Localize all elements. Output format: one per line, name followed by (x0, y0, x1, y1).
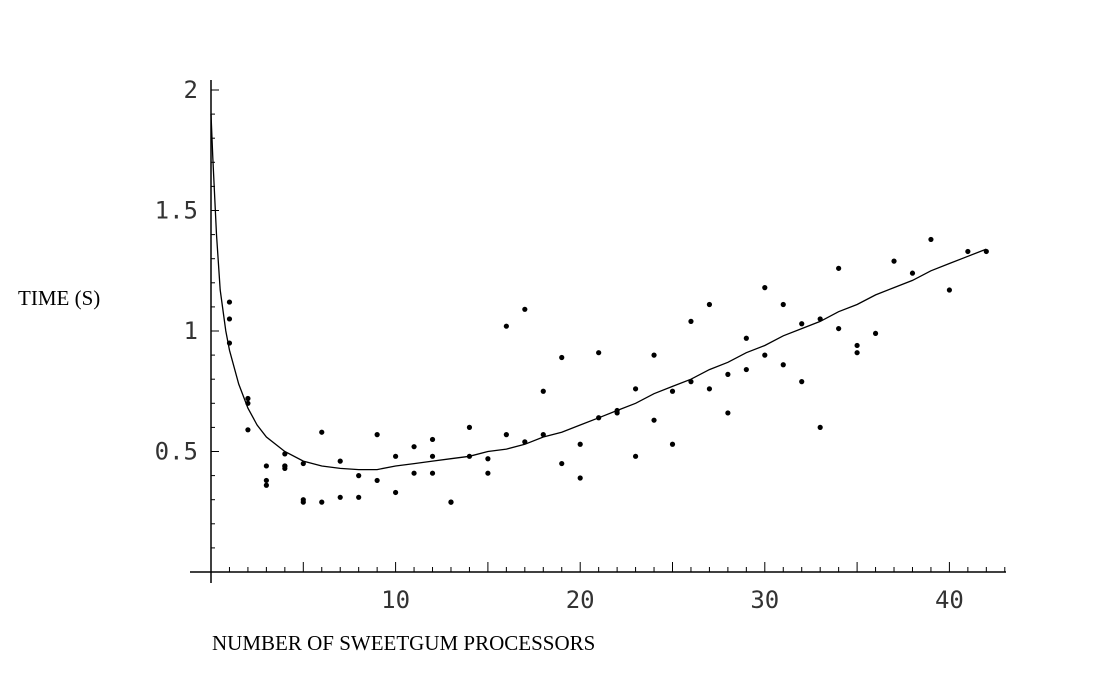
data-point (374, 432, 380, 438)
data-point (319, 499, 325, 505)
y-axis-title: TIME (S) (18, 286, 100, 310)
data-point (669, 388, 676, 394)
data-point (337, 494, 343, 500)
data-point (522, 306, 528, 312)
x-tick-label: 20 (566, 586, 595, 614)
data-point (448, 499, 454, 505)
data-point (559, 354, 565, 361)
data-point (872, 330, 879, 337)
data-point (466, 424, 473, 430)
data-point (411, 444, 417, 450)
data-point (706, 301, 713, 308)
data-point (632, 386, 639, 392)
data-point (226, 299, 233, 305)
data-point (743, 335, 749, 341)
data-point (263, 482, 269, 488)
data-point (632, 453, 639, 459)
data-point (614, 410, 620, 416)
data-point (780, 362, 786, 368)
data-point (226, 316, 233, 322)
data-point (596, 350, 602, 356)
data-point (762, 352, 768, 358)
data-point (596, 415, 602, 421)
y-tick-label: 1 (184, 317, 198, 345)
x-tick-label: 30 (750, 586, 779, 614)
data-point (245, 400, 251, 406)
data-point (688, 318, 694, 324)
data-point (263, 463, 269, 469)
data-point (725, 410, 731, 416)
data-point (485, 456, 491, 462)
data-point (706, 386, 713, 392)
data-point (983, 248, 989, 255)
data-point (540, 432, 546, 438)
data-point (429, 436, 436, 443)
data-point (836, 265, 842, 271)
data-point (282, 463, 288, 469)
data-point (245, 427, 251, 433)
data-point (540, 388, 546, 394)
data-point (356, 473, 362, 479)
data-point (836, 325, 842, 332)
data-point (817, 424, 823, 430)
data-point (300, 499, 306, 505)
axis-ticks: 10 20 30 40 0.5 1 1.5 2 (155, 76, 1006, 614)
data-point (725, 371, 731, 377)
data-point (263, 477, 269, 484)
data-points (226, 236, 989, 505)
data-point (319, 429, 325, 435)
y-tick-label: 0.5 (155, 438, 198, 466)
x-axis-title: NUMBER OF SWEETGUM PROCESSORS (212, 631, 595, 655)
data-point (337, 458, 343, 464)
data-point (965, 248, 971, 255)
data-point (226, 340, 233, 346)
data-point (245, 395, 251, 402)
x-tick-label: 10 (381, 586, 410, 614)
data-point (688, 379, 694, 385)
data-point (799, 321, 805, 327)
data-point (891, 258, 897, 264)
data-point (503, 432, 509, 438)
data-point (780, 301, 786, 308)
data-point (282, 451, 288, 457)
x-tick-label: 40 (935, 586, 964, 614)
data-point (374, 477, 380, 484)
axes (190, 80, 1006, 583)
y-tick-label: 1.5 (155, 197, 198, 225)
data-point (577, 475, 583, 481)
y-tick-label: 2 (184, 76, 198, 104)
data-point (429, 453, 436, 459)
data-point (393, 453, 399, 459)
data-point (577, 441, 583, 447)
data-point (854, 350, 860, 356)
data-point (429, 470, 436, 476)
data-point (743, 366, 749, 373)
data-point (411, 470, 417, 476)
data-point (762, 285, 768, 291)
data-point (485, 470, 491, 476)
data-point (946, 287, 953, 293)
data-point (909, 270, 916, 276)
data-point (799, 379, 805, 385)
data-point (651, 352, 657, 358)
data-point (466, 453, 473, 459)
data-point (503, 323, 509, 329)
data-point (559, 460, 565, 467)
data-point (928, 236, 934, 243)
data-point (522, 439, 528, 445)
data-point (669, 441, 676, 447)
data-point (393, 489, 399, 496)
data-point (651, 417, 657, 423)
data-point (300, 460, 306, 467)
data-point (356, 494, 362, 500)
data-point (854, 342, 860, 349)
data-point (817, 316, 823, 322)
